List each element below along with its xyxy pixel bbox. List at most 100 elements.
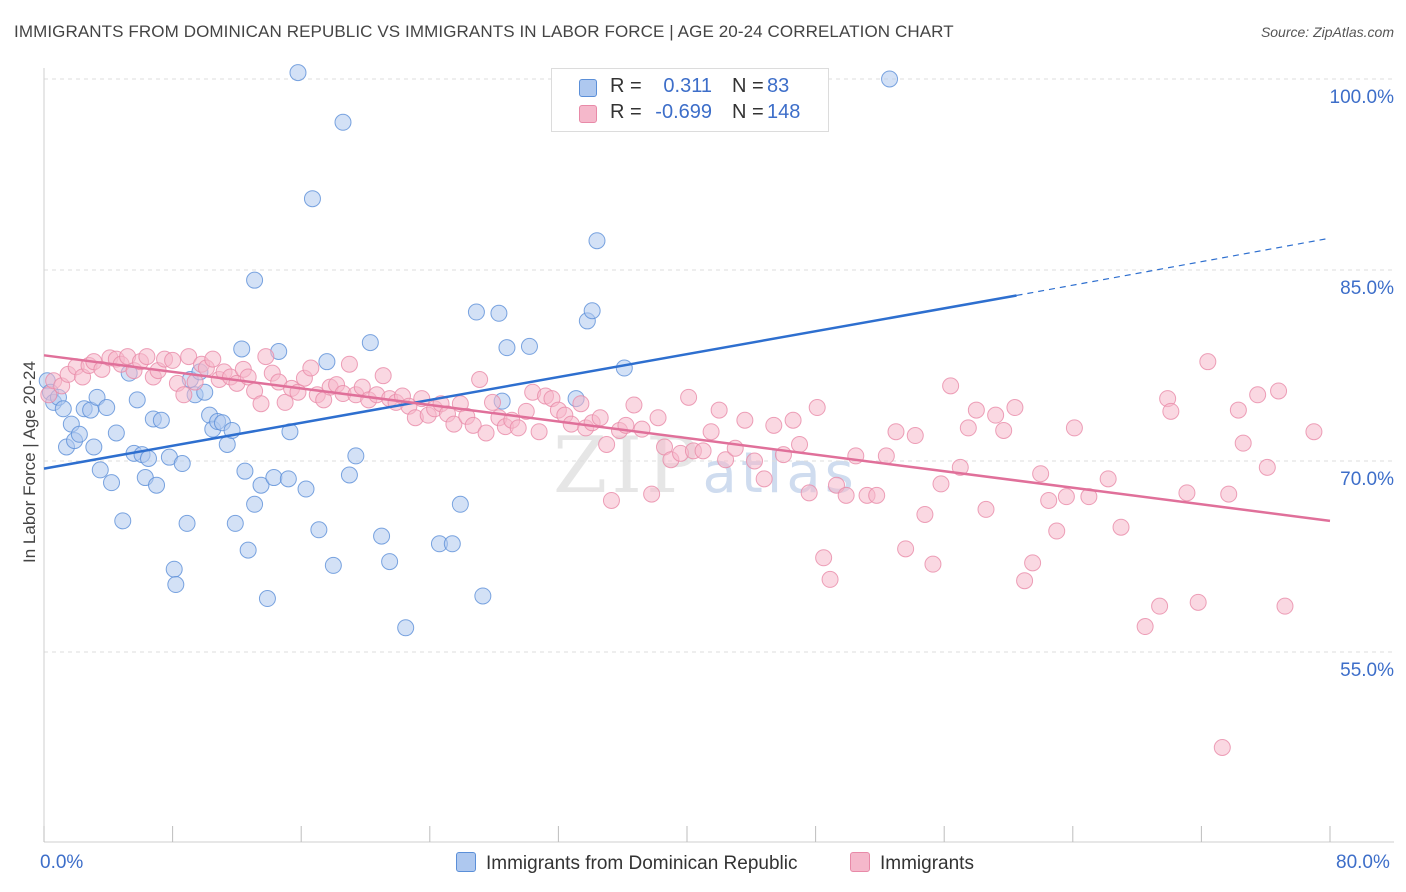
point-immigrants [1024, 554, 1042, 572]
point-immigrants [483, 393, 501, 411]
point-immigrants [1136, 618, 1154, 636]
point-dominican [54, 400, 72, 418]
legend-n-label: N = [732, 75, 764, 97]
point-immigrants [694, 442, 712, 460]
point-immigrants [1057, 488, 1075, 506]
point-dominican [340, 466, 358, 484]
point-immigrants [1199, 353, 1217, 371]
x-tick-label-max: 80.0% [1336, 852, 1390, 873]
point-immigrants [897, 540, 915, 558]
point-dominican [246, 271, 264, 289]
point-immigrants [1151, 597, 1169, 615]
y-tick-label-55: 55.0% [1340, 660, 1394, 681]
point-dominican [167, 576, 185, 594]
point-immigrants [736, 411, 754, 429]
point-immigrants [598, 435, 616, 453]
point-immigrants [1032, 465, 1050, 483]
point-dominican [165, 560, 183, 578]
point-immigrants [791, 435, 809, 453]
point-immigrants [951, 458, 969, 476]
trendline-dominican [43, 294, 1017, 470]
trendline-dominican-extension [1016, 237, 1331, 297]
point-immigrants [1099, 470, 1117, 488]
point-immigrants [340, 355, 358, 373]
point-dominican [279, 470, 297, 488]
point-immigrants [374, 367, 392, 385]
point-immigrants [784, 411, 802, 429]
point-dominican [467, 303, 485, 321]
point-dominican [347, 447, 365, 465]
legend-r-value: -0.699 [655, 101, 712, 123]
point-immigrants [987, 406, 1005, 424]
point-immigrants [977, 500, 995, 518]
bottom-legend-swatch-pink [850, 852, 870, 872]
point-immigrants [471, 371, 489, 389]
point-dominican [246, 495, 264, 513]
point-immigrants [445, 415, 463, 433]
point-dominican [289, 64, 307, 82]
point-dominican [107, 424, 125, 442]
point-immigrants [1229, 401, 1247, 419]
point-dominican [233, 340, 251, 358]
point-dominican [490, 304, 508, 322]
point-immigrants [887, 423, 905, 441]
point-immigrants [252, 395, 270, 413]
point-immigrants [916, 505, 934, 523]
point-immigrants [204, 350, 222, 368]
chart-title: IMMIGRANTS FROM DOMINICAN REPUBLIC VS IM… [14, 22, 954, 41]
point-dominican [324, 556, 342, 574]
point-immigrants [257, 348, 275, 366]
point-immigrants [1220, 485, 1238, 503]
legend-r-label: R = [610, 101, 642, 123]
point-immigrants [717, 451, 735, 469]
point-immigrants [530, 423, 548, 441]
point-dominican [588, 232, 606, 250]
legend-row-immigrants: R = -0.699 N = 148 [552, 101, 828, 127]
point-immigrants [906, 427, 924, 445]
point-dominican [152, 411, 170, 429]
point-dominican [318, 353, 336, 371]
source-label: Source: ZipAtlas.com [1260, 24, 1394, 40]
correlation-legend: R = 0.311 N = 83 R = -0.699 N = 148 [551, 68, 829, 132]
point-immigrants [477, 424, 495, 442]
point-dominican [451, 495, 469, 513]
point-immigrants [765, 416, 783, 434]
point-dominican [397, 619, 415, 637]
point-dominican [310, 521, 328, 539]
point-immigrants [1234, 434, 1252, 452]
legend-swatch-blue [579, 79, 597, 97]
point-immigrants [702, 423, 720, 441]
point-dominican [178, 514, 196, 532]
point-immigrants [680, 388, 698, 406]
point-immigrants [1213, 739, 1231, 756]
point-immigrants [942, 377, 960, 395]
y-tick-label-100: 100.0% [1329, 87, 1394, 108]
point-dominican [443, 535, 461, 553]
point-dominican [114, 512, 132, 530]
point-immigrants [517, 402, 535, 420]
point-dominican [334, 113, 352, 131]
point-dominican [128, 391, 146, 409]
y-axis-label: In Labor Force | Age 20-24 [20, 361, 39, 563]
point-immigrants [1189, 593, 1207, 611]
point-immigrants [959, 419, 977, 437]
point-immigrants [572, 395, 590, 413]
legend-r-value: 0.311 [663, 75, 712, 97]
point-immigrants [649, 409, 667, 427]
point-immigrants [1178, 484, 1196, 502]
legend-swatch-pink [579, 105, 597, 123]
point-dominican [173, 455, 191, 473]
point-immigrants [633, 420, 651, 438]
point-dominican [881, 70, 899, 88]
point-immigrants [1006, 399, 1024, 417]
point-immigrants [1040, 491, 1058, 509]
point-immigrants [1048, 522, 1066, 540]
bottom-legend-label: Immigrants from Dominican Republic [486, 853, 798, 874]
y-tick-label-70: 70.0% [1340, 469, 1394, 490]
point-immigrants [746, 452, 764, 470]
point-immigrants [967, 401, 985, 419]
point-immigrants [1270, 382, 1288, 400]
point-immigrants [464, 416, 482, 434]
point-dominican [239, 541, 257, 559]
